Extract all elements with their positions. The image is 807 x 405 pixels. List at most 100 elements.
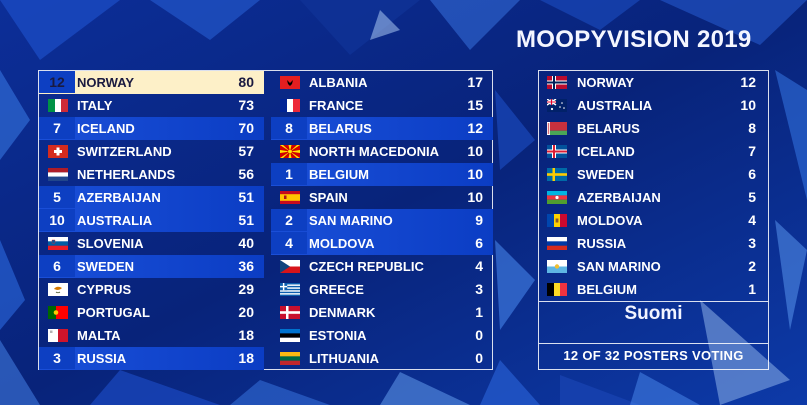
page-title: MOOPYVISION 2019 (516, 26, 752, 53)
albania-flag-icon (280, 76, 300, 89)
italy-flag-icon (48, 99, 68, 112)
vote-row: AZERBAIJAN 5 (539, 186, 768, 209)
total-points: 9 (475, 212, 483, 228)
total-points: 40 (238, 235, 254, 251)
scoreboard-row: ITALY 73 (39, 94, 264, 117)
country-name: BELGIUM (309, 167, 369, 182)
country-name: GREECE (309, 282, 364, 297)
scoreboard-row: 10 AUSTRALIA 51 (39, 209, 264, 232)
scoreboard-row: CZECH REPUBLIC 4 (271, 255, 493, 278)
total-points: 18 (238, 327, 254, 343)
greece-flag-icon (280, 283, 300, 296)
total-points: 56 (238, 166, 254, 182)
scoreboard-row: NETHERLANDS 56 (39, 163, 264, 186)
vote-row: ICELAND 7 (539, 140, 768, 163)
total-points: 12 (467, 120, 483, 136)
spain-flag-icon (280, 191, 300, 204)
total-points: 15 (467, 97, 483, 113)
scoreboard-row: CYPRUS 29 (39, 278, 264, 301)
awarded-points: 7 (39, 117, 75, 139)
country-name: ICELAND (77, 121, 135, 136)
vote-country-name: MOLDOVA (577, 213, 643, 228)
total-points: 17 (467, 74, 483, 90)
voter-name: Suomi (624, 303, 683, 324)
country-name: PORTUGAL (77, 305, 150, 320)
scoreboard-row: LITHUANIA 0 (271, 347, 493, 370)
total-points: 1 (475, 304, 483, 320)
awarded-points: 10 (39, 209, 75, 231)
vote-row: NORWAY 12 (539, 71, 768, 94)
country-name: ITALY (77, 98, 113, 113)
country-name: AZERBAIJAN (77, 190, 161, 205)
scoreboard-row: NORTH MACEDONIA 10 (271, 140, 493, 163)
malta-flag-icon (48, 329, 68, 342)
scoreboard-row: 7 ICELAND 70 (39, 117, 264, 140)
awarded-points: 6 (39, 255, 75, 277)
country-name: SLOVENIA (77, 236, 144, 251)
vote-country-name: AUSTRALIA (577, 98, 653, 113)
awarded-points: 2 (271, 209, 307, 231)
total-points: 51 (238, 212, 254, 228)
country-name: FRANCE (309, 98, 364, 113)
vote-row: SWEDEN 6 (539, 163, 768, 186)
vote-points: 8 (748, 120, 756, 136)
cyprus-flag-icon (48, 283, 68, 296)
country-name: SAN MARINO (309, 213, 393, 228)
vote-row: SAN MARINO 2 (539, 255, 768, 278)
total-points: 10 (467, 189, 483, 205)
russia-flag-icon (547, 237, 567, 250)
vote-row: MOLDOVA 4 (539, 209, 768, 232)
voting-panel: NORWAY 12 AUSTRALIA 10 BELARUS 8 ICELAND 7 SWEDE… (538, 70, 769, 370)
iceland-flag-icon (547, 145, 567, 158)
vote-country-name: SAN MARINO (577, 259, 661, 274)
vote-country-name: BELGIUM (577, 282, 637, 297)
voter-divider-bottom (539, 343, 768, 344)
total-points: 80 (238, 74, 254, 90)
total-points: 51 (238, 189, 254, 205)
scoreboard-row: ESTONIA 0 (271, 324, 493, 347)
country-name: SWEDEN (77, 259, 135, 274)
awarded-points: 12 (39, 71, 75, 93)
country-name: MALTA (77, 328, 121, 343)
scoreboard-column-right: ALBANIA 17 FRANCE 15 8 BELARUS 12 NORTH MACEDON… (271, 71, 493, 370)
czech-republic-flag-icon (280, 260, 300, 273)
scoreboard-row: DENMARK 1 (271, 301, 493, 324)
awarded-points: 3 (39, 347, 75, 369)
total-points: 10 (467, 143, 483, 159)
scoreboard-row: GREECE 3 (271, 278, 493, 301)
total-points: 29 (238, 281, 254, 297)
scoreboard-row: 5 AZERBAIJAN 51 (39, 186, 264, 209)
azerbaijan-flag-icon (547, 191, 567, 204)
vote-row: BELARUS 8 (539, 117, 768, 140)
vote-points: 10 (740, 97, 756, 113)
scoreboard-row: 12 NORWAY 80 (39, 71, 264, 94)
netherlands-flag-icon (48, 168, 68, 181)
north-macedonia-flag-icon (280, 145, 300, 158)
country-name: NETHERLANDS (77, 167, 176, 182)
portugal-flag-icon (48, 306, 68, 319)
vote-country-name: SWEDEN (577, 167, 635, 182)
scoreboard-row: ALBANIA 17 (271, 71, 493, 94)
total-points: 20 (238, 304, 254, 320)
country-name: CYPRUS (77, 282, 132, 297)
scoreboard-row: 1 BELGIUM 10 (271, 163, 493, 186)
total-points: 10 (467, 166, 483, 182)
sweden-flag-icon (547, 168, 567, 181)
awarded-points: 8 (271, 117, 307, 139)
switzerland-flag-icon (48, 145, 68, 158)
country-name: MOLDOVA (309, 236, 375, 251)
norway-flag-icon (547, 76, 567, 89)
vote-points: 3 (748, 235, 756, 251)
country-name: CZECH REPUBLIC (309, 259, 424, 274)
scoreboard-row: 2 SAN MARINO 9 (271, 209, 493, 232)
vote-points: 6 (748, 166, 756, 182)
country-name: SPAIN (309, 190, 348, 205)
awarded-points: 4 (271, 232, 307, 254)
total-points: 70 (238, 120, 254, 136)
scoreboard-column-left: 12 NORWAY 80 ITALY 73 7 ICELAND 70 SWITZERLAND 57… (39, 71, 264, 370)
scoreboard: 12 NORWAY 80 ITALY 73 7 ICELAND 70 SWITZERLAND 57… (38, 70, 493, 370)
scoreboard-row: 3 RUSSIA 18 (39, 347, 264, 370)
san-marino-flag-icon (547, 260, 567, 273)
total-points: 3 (475, 281, 483, 297)
scoreboard-row: 8 BELARUS 12 (271, 117, 493, 140)
